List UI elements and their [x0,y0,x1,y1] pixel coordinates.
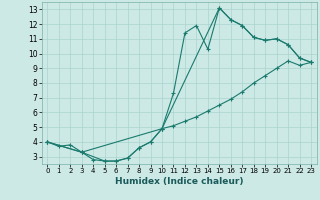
X-axis label: Humidex (Indice chaleur): Humidex (Indice chaleur) [115,177,244,186]
